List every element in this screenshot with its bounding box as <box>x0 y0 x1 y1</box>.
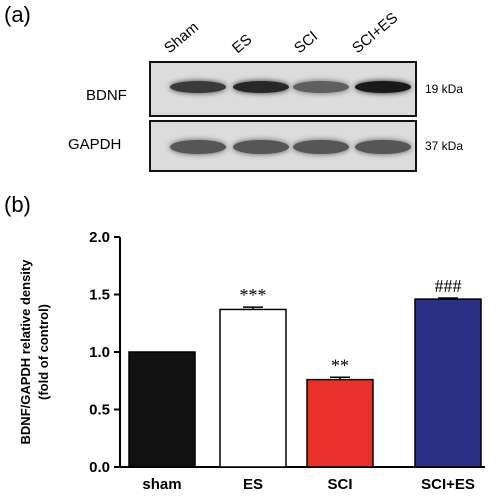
y-tick-label: 1.5 <box>89 287 110 304</box>
bar <box>414 298 482 468</box>
x-tick-label: sham <box>142 476 181 493</box>
band-bdnf-0 <box>170 81 226 93</box>
panel-a-label: (a) <box>4 2 31 27</box>
gapdh-blot <box>149 120 417 172</box>
x-tick-label: SCI+ES <box>421 476 475 493</box>
bdnf-label: BDNF <box>86 87 127 104</box>
bdnf-size: 19 kDa <box>425 82 464 96</box>
bdnf-blot <box>149 61 417 117</box>
y-axis-label-units: (fold of control) <box>36 304 51 400</box>
panel-b-label: (b) <box>4 192 31 217</box>
band-bdnf-3 <box>355 81 411 93</box>
y-tick-label: 0.0 <box>89 459 110 476</box>
significance-marker: ** <box>331 355 349 375</box>
band-gapdh-3 <box>355 140 411 154</box>
y-tick-label: 2.0 <box>89 229 110 246</box>
significance-marker: ### <box>435 276 462 296</box>
x-tick-label: SCI <box>327 476 352 493</box>
y-tick-label: 1.0 <box>89 344 110 361</box>
x-tick-label: ES <box>243 476 263 493</box>
bar <box>219 308 287 468</box>
gapdh-size: 37 kDa <box>425 139 464 153</box>
y-tick-label: 0.5 <box>89 402 110 419</box>
band-gapdh-1 <box>233 140 289 154</box>
significance-marker: *** <box>240 285 267 305</box>
bar <box>306 378 374 468</box>
y-axis-label: BDNF/GAPDH relative density <box>18 259 33 445</box>
band-gapdh-0 <box>170 140 226 154</box>
gapdh-label: GAPDH <box>68 136 122 153</box>
band-gapdh-2 <box>293 140 349 154</box>
band-bdnf-2 <box>293 81 349 93</box>
band-bdnf-1 <box>233 81 289 93</box>
bar <box>128 351 196 468</box>
